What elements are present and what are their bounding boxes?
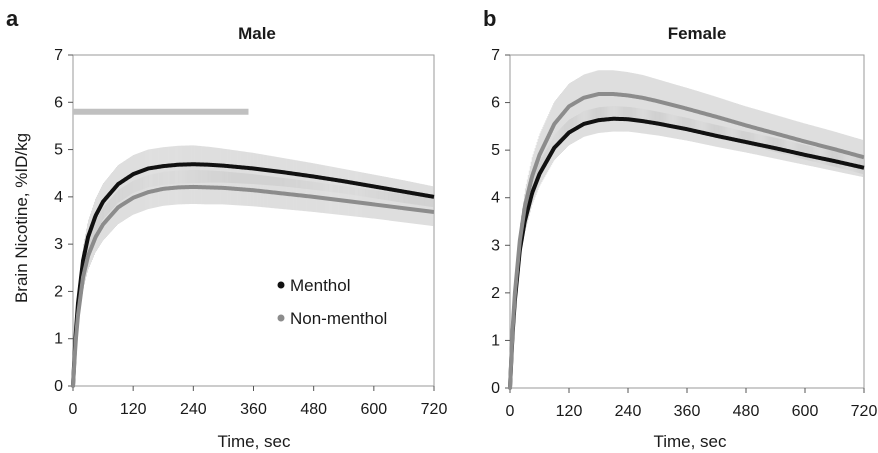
data-point bbox=[81, 258, 85, 263]
data-point bbox=[519, 232, 523, 236]
data-point bbox=[82, 271, 86, 275]
data-point bbox=[517, 249, 521, 253]
legend: Menthol Non-menthol bbox=[277, 276, 387, 328]
data-point bbox=[80, 283, 84, 287]
data-point bbox=[84, 244, 88, 249]
error-band-non-menthol bbox=[510, 70, 864, 379]
data-point bbox=[514, 280, 518, 285]
data-point bbox=[85, 258, 89, 263]
y-tick-label: 6 bbox=[54, 94, 63, 111]
x-tick-label: 720 bbox=[851, 403, 878, 420]
series-line-non-menthol bbox=[71, 184, 435, 387]
y-tick-label: 2 bbox=[54, 283, 63, 300]
plot-area-female: 0 1 2 3 4 5 6 7 0 120 240 360 480 600 720 bbox=[491, 47, 877, 420]
series-points-non-menthol bbox=[71, 254, 90, 388]
panel-title-male: Male bbox=[238, 24, 276, 43]
data-point bbox=[513, 291, 517, 295]
data-point bbox=[520, 225, 524, 230]
y-tick-label: 0 bbox=[54, 378, 63, 395]
data-point bbox=[71, 384, 75, 388]
y-tick-label: 5 bbox=[491, 142, 500, 159]
y-tick-label: 7 bbox=[491, 47, 500, 64]
data-point bbox=[512, 306, 516, 310]
y-axis-label: Brain Nicotine, %ID/kg bbox=[12, 133, 31, 303]
data-point bbox=[521, 212, 526, 216]
legend-marker-menthol bbox=[277, 281, 285, 289]
y-tick-label: 1 bbox=[54, 331, 63, 348]
data-point bbox=[79, 290, 83, 295]
data-point bbox=[75, 324, 79, 329]
data-point bbox=[83, 266, 87, 271]
panel-female: b Female Time, sec 0 1 2 3 4 5 6 7 0 120 240 360 480… bbox=[483, 6, 877, 451]
legend-label-menthol: Menthol bbox=[290, 276, 350, 295]
panel-letter-b: b bbox=[483, 6, 496, 31]
data-point bbox=[77, 305, 81, 310]
x-tick-label: 240 bbox=[180, 401, 207, 418]
x-axis-label-female: Time, sec bbox=[653, 432, 727, 451]
legend-label-non-menthol: Non-menthol bbox=[290, 309, 387, 328]
x-tick-label: 120 bbox=[556, 403, 583, 420]
data-point bbox=[516, 259, 520, 264]
x-tick-label: 480 bbox=[733, 403, 760, 420]
data-point bbox=[509, 363, 513, 367]
data-point bbox=[74, 335, 78, 340]
plot-frame bbox=[72, 54, 435, 387]
x-axis-label-male: Time, sec bbox=[217, 432, 291, 451]
x-tick-label: 600 bbox=[360, 401, 387, 418]
y-tick-label: 1 bbox=[491, 332, 500, 349]
y-tick-label: 6 bbox=[491, 95, 500, 112]
y-tick-label: 3 bbox=[54, 236, 63, 253]
panel-letter-a: a bbox=[6, 6, 19, 31]
y-tick-label: 0 bbox=[491, 380, 500, 397]
series-line-menthol bbox=[71, 162, 435, 387]
data-point bbox=[511, 321, 515, 326]
x-tick-label: 240 bbox=[615, 403, 642, 420]
legend-marker-non-menthol bbox=[277, 314, 285, 322]
data-point bbox=[86, 254, 90, 258]
x-tick-label: 480 bbox=[300, 401, 327, 418]
plot-frame bbox=[509, 54, 865, 389]
series-line-non-menthol bbox=[508, 92, 866, 389]
x-tick-label: 0 bbox=[69, 401, 78, 418]
data-point bbox=[73, 350, 77, 354]
y-tick-label: 3 bbox=[491, 237, 500, 254]
data-point bbox=[84, 262, 88, 267]
data-point bbox=[85, 239, 89, 244]
series-line-menthol bbox=[508, 116, 866, 389]
x-tick-label: 360 bbox=[240, 401, 267, 418]
y-tick-label: 2 bbox=[491, 285, 500, 302]
data-point bbox=[82, 254, 86, 258]
data-point bbox=[83, 249, 87, 254]
panel-male: a Male Brain Nicotine, %ID/kg Time, sec … bbox=[6, 6, 447, 451]
data-point bbox=[72, 367, 76, 371]
data-point bbox=[81, 275, 85, 280]
data-point bbox=[76, 313, 80, 317]
data-point bbox=[520, 218, 525, 223]
plot-area-male: 0 1 2 3 4 5 6 7 0 120 240 360 480 600 720 bbox=[54, 47, 447, 418]
data-point bbox=[515, 270, 519, 274]
data-point bbox=[508, 386, 512, 390]
x-tick-label: 600 bbox=[792, 403, 819, 420]
y-tick-label: 7 bbox=[54, 47, 63, 64]
data-point bbox=[510, 340, 514, 345]
x-tick-label: 360 bbox=[674, 403, 701, 420]
data-point bbox=[86, 235, 90, 239]
error-band-non-menthol bbox=[73, 169, 434, 379]
y-tick-label: 4 bbox=[491, 190, 500, 207]
data-point bbox=[518, 238, 522, 243]
x-tick-label: 720 bbox=[421, 401, 448, 418]
y-tick-label: 5 bbox=[54, 142, 63, 159]
data-point bbox=[522, 205, 527, 210]
y-tick-label: 4 bbox=[54, 189, 63, 206]
x-tick-label: 120 bbox=[120, 401, 147, 418]
x-tick-label: 0 bbox=[506, 403, 515, 420]
panel-title-female: Female bbox=[668, 24, 727, 43]
data-point bbox=[78, 298, 82, 302]
series-points-non-menthol bbox=[508, 205, 527, 390]
